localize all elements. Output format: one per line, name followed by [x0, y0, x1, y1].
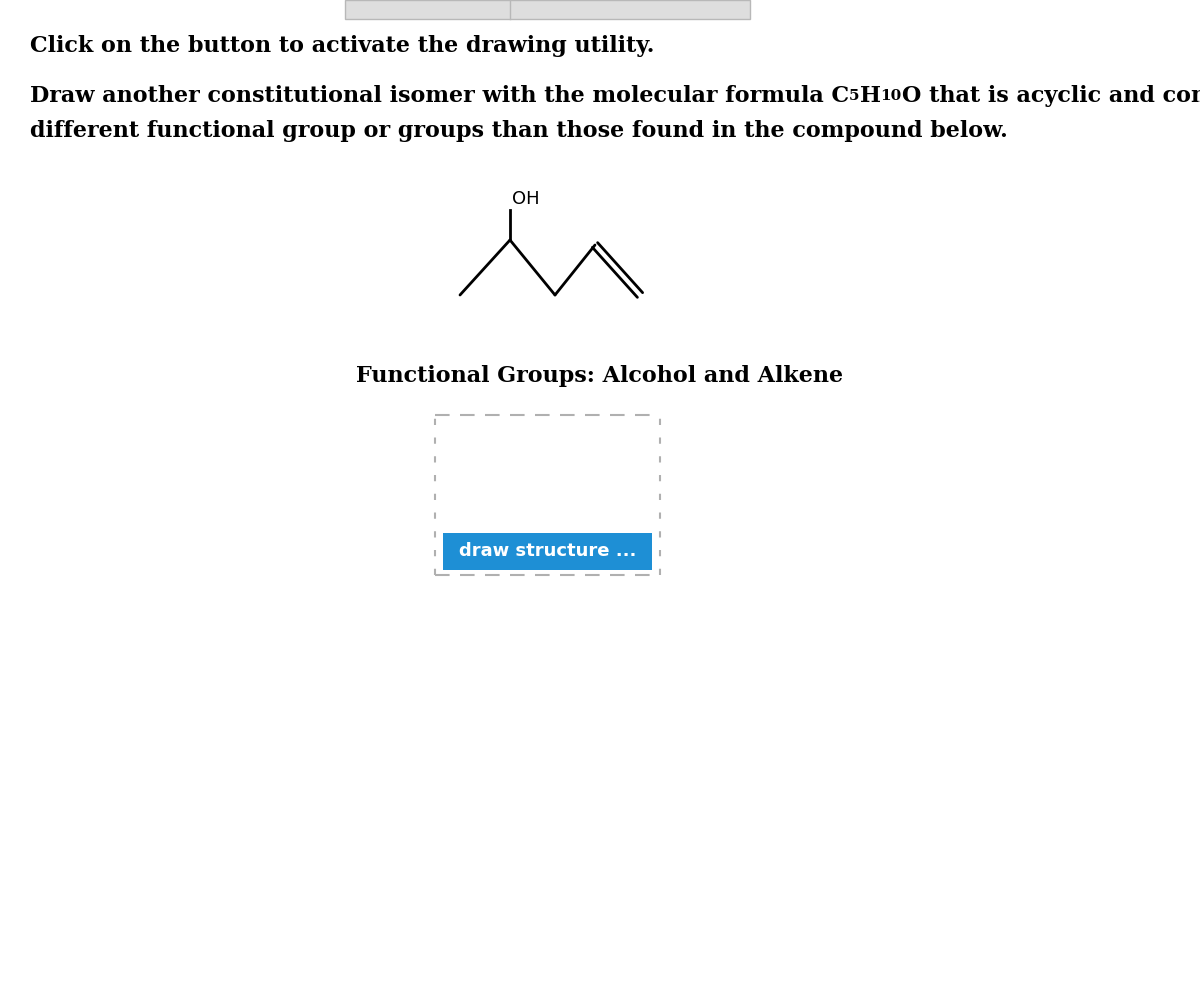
- Text: draw structure ...: draw structure ...: [458, 543, 636, 560]
- Text: Draw another constitutional isomer with the molecular formula C: Draw another constitutional isomer with …: [30, 85, 850, 107]
- FancyBboxPatch shape: [346, 0, 750, 19]
- Text: 10: 10: [881, 89, 902, 103]
- Text: 5: 5: [850, 89, 859, 103]
- Text: different functional group or groups than those found in the compound below.: different functional group or groups tha…: [30, 120, 1008, 142]
- FancyBboxPatch shape: [443, 533, 652, 570]
- Text: Click on the button to activate the drawing utility.: Click on the button to activate the draw…: [30, 35, 654, 57]
- Text: H: H: [859, 85, 881, 107]
- Text: O that is acyclic and contains a: O that is acyclic and contains a: [902, 85, 1200, 107]
- Text: OH: OH: [512, 190, 540, 208]
- Text: 10: 10: [881, 89, 902, 103]
- Text: Functional Groups: Alcohol and Alkene: Functional Groups: Alcohol and Alkene: [356, 365, 844, 387]
- Text: 5: 5: [850, 89, 859, 103]
